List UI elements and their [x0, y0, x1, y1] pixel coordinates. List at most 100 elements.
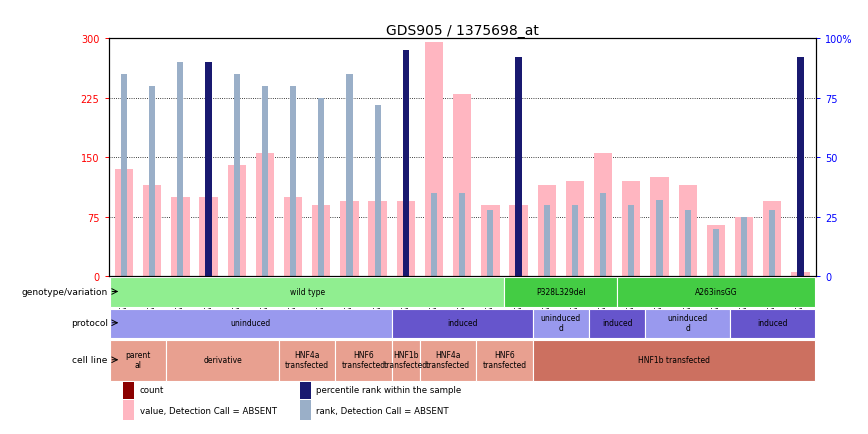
Text: percentile rank within the sample: percentile rank within the sample: [317, 385, 462, 394]
Bar: [504, 278, 617, 307]
Bar: [391, 341, 420, 381]
Bar: [481, 206, 500, 277]
Bar: [707, 225, 725, 277]
Bar: [256, 154, 274, 277]
Bar: [594, 154, 612, 277]
Bar: [206, 63, 212, 277]
Bar: [566, 182, 584, 277]
Bar: [171, 197, 189, 277]
Text: HNF4a
transfected: HNF4a transfected: [426, 350, 470, 370]
Text: cell line: cell line: [72, 355, 108, 365]
Bar: [233, 75, 240, 277]
Bar: [403, 197, 409, 277]
Text: value, Detection Call = ABSENT: value, Detection Call = ABSENT: [140, 406, 277, 414]
Bar: [284, 197, 302, 277]
Bar: [279, 341, 335, 381]
Bar: [685, 210, 691, 277]
Bar: [543, 206, 549, 277]
Text: HNF6
transfected: HNF6 transfected: [341, 350, 385, 370]
Text: HNF4a
transfected: HNF4a transfected: [285, 350, 329, 370]
Text: induced: induced: [757, 319, 787, 328]
Text: protocol: protocol: [70, 319, 108, 328]
Bar: [600, 194, 606, 277]
Bar: [391, 309, 533, 339]
Bar: [397, 201, 415, 277]
Bar: [516, 174, 522, 277]
Title: GDS905 / 1375698_at: GDS905 / 1375698_at: [385, 24, 539, 38]
Bar: [650, 178, 668, 277]
Text: P328L329del: P328L329del: [536, 287, 586, 296]
Bar: [628, 206, 635, 277]
Text: induced: induced: [447, 319, 477, 328]
Bar: [346, 75, 352, 277]
Bar: [206, 63, 212, 277]
Bar: [656, 201, 662, 277]
Bar: [312, 206, 331, 277]
Text: HNF6
transfected: HNF6 transfected: [483, 350, 527, 370]
Bar: [622, 182, 641, 277]
Bar: [533, 309, 589, 339]
Text: A263insGG: A263insGG: [694, 287, 737, 296]
Text: HNF1b
transfected: HNF1b transfected: [384, 350, 428, 370]
Text: uninduced
d: uninduced d: [667, 313, 707, 333]
Bar: [206, 164, 212, 277]
Bar: [730, 309, 814, 339]
Bar: [420, 341, 477, 381]
Bar: [149, 87, 155, 277]
Bar: [143, 186, 161, 277]
Bar: [115, 170, 133, 277]
Text: parent
al: parent al: [125, 350, 151, 370]
Bar: [177, 63, 183, 277]
Bar: [646, 309, 730, 339]
Bar: [299, 401, 311, 420]
Bar: [510, 206, 528, 277]
Bar: [424, 43, 444, 277]
Bar: [798, 58, 804, 277]
Text: uninduced
d: uninduced d: [541, 313, 581, 333]
Bar: [572, 206, 578, 277]
Bar: [403, 51, 409, 277]
Bar: [792, 273, 810, 277]
Text: HNF1b transfected: HNF1b transfected: [638, 355, 710, 365]
Text: derivative: derivative: [203, 355, 242, 365]
Bar: [319, 99, 325, 277]
Bar: [763, 201, 781, 277]
Bar: [453, 95, 471, 277]
Bar: [589, 309, 646, 339]
Bar: [200, 197, 218, 277]
Bar: [110, 309, 391, 339]
Bar: [617, 278, 814, 307]
Bar: [537, 186, 556, 277]
Bar: [679, 186, 697, 277]
Bar: [516, 58, 522, 277]
Text: induced: induced: [602, 319, 633, 328]
Text: rank, Detection Call = ABSENT: rank, Detection Call = ABSENT: [317, 406, 449, 414]
Bar: [769, 210, 775, 277]
Bar: [290, 87, 296, 277]
Bar: [121, 75, 127, 277]
Bar: [798, 224, 804, 277]
Bar: [713, 229, 719, 277]
Bar: [110, 278, 504, 307]
Bar: [487, 210, 494, 277]
Bar: [262, 87, 268, 277]
Bar: [459, 194, 465, 277]
Bar: [122, 380, 134, 399]
Bar: [735, 217, 753, 277]
Bar: [403, 51, 409, 277]
Bar: [122, 401, 134, 420]
Text: count: count: [140, 385, 164, 394]
Bar: [375, 105, 381, 277]
Text: uninduced: uninduced: [231, 319, 271, 328]
Bar: [227, 166, 246, 277]
Bar: [533, 341, 814, 381]
Bar: [516, 201, 522, 277]
Bar: [431, 194, 437, 277]
Bar: [335, 341, 391, 381]
Bar: [741, 217, 747, 277]
Bar: [798, 217, 804, 277]
Bar: [299, 380, 311, 399]
Bar: [167, 341, 279, 381]
Bar: [340, 201, 358, 277]
Bar: [110, 341, 167, 381]
